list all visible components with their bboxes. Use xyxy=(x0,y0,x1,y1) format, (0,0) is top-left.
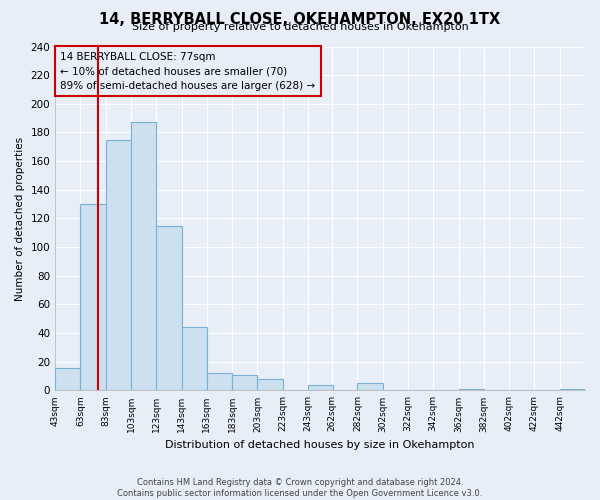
Bar xyxy=(560,389,585,390)
Y-axis label: Number of detached properties: Number of detached properties xyxy=(15,136,25,300)
Bar xyxy=(55,368,80,390)
X-axis label: Distribution of detached houses by size in Okehampton: Distribution of detached houses by size … xyxy=(166,440,475,450)
Text: Size of property relative to detached houses in Okehampton: Size of property relative to detached ho… xyxy=(131,22,469,32)
Bar xyxy=(131,122,157,390)
Text: 14 BERRYBALL CLOSE: 77sqm
← 10% of detached houses are smaller (70)
89% of semi-: 14 BERRYBALL CLOSE: 77sqm ← 10% of detac… xyxy=(61,52,316,92)
Bar xyxy=(257,379,283,390)
Text: Contains HM Land Registry data © Crown copyright and database right 2024.
Contai: Contains HM Land Registry data © Crown c… xyxy=(118,478,482,498)
Bar xyxy=(80,204,106,390)
Bar xyxy=(157,226,182,390)
Bar xyxy=(308,384,334,390)
Bar xyxy=(207,373,232,390)
Bar xyxy=(106,140,131,390)
Bar xyxy=(182,328,207,390)
Bar xyxy=(232,374,257,390)
Bar xyxy=(458,389,484,390)
Bar xyxy=(358,384,383,390)
Text: 14, BERRYBALL CLOSE, OKEHAMPTON, EX20 1TX: 14, BERRYBALL CLOSE, OKEHAMPTON, EX20 1T… xyxy=(100,12,500,28)
